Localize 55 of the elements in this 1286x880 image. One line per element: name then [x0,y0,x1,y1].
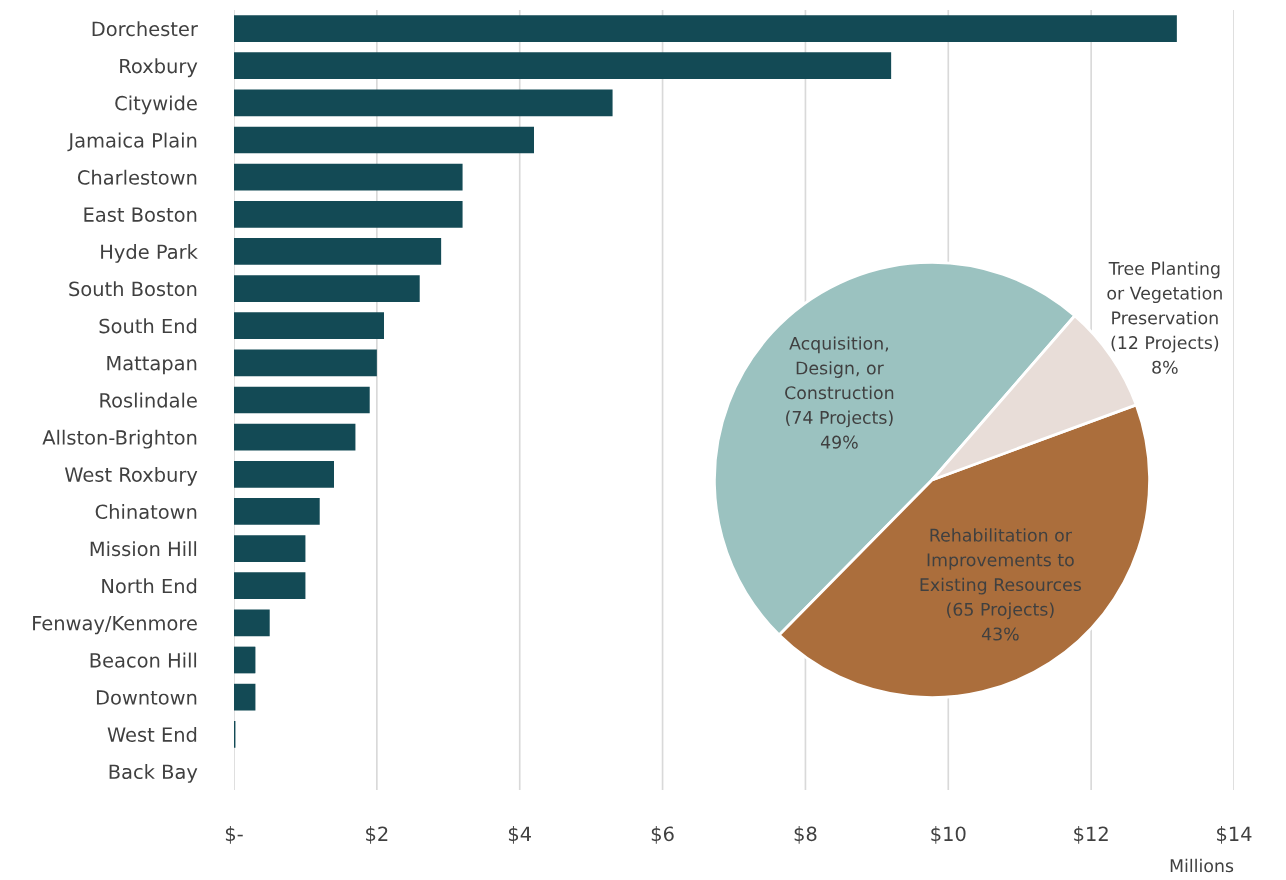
bar [234,275,420,302]
y-tick-label: Fenway/Kenmore [33,616,197,635]
bar [234,683,256,711]
data-label: 43% [981,627,1019,641]
bar [234,15,1177,42]
y-tick-label: Dorchester [92,21,198,37]
slice-label: Rehabilitation or Improvements to Existing Resources (65 Projects) [920,528,1081,620]
bar [234,386,370,414]
x-tick-label: $8 [794,826,817,844]
x-tick-label: $- [225,826,243,844]
bar [234,349,377,377]
bar [234,126,534,154]
data-label: 49% [820,435,858,449]
y-tick-label: West End [107,726,197,742]
data-label: 8% [1152,360,1178,374]
y-tick-label: West Roxbury [64,466,198,486]
bar [234,609,270,637]
y-tick-label: Charlestown [77,169,197,185]
x-axis-title: Millions [1170,858,1234,873]
bar [234,646,256,674]
y-tick-label: Roxbury [120,58,198,78]
slice-label: Tree Planting or Vegetation Preservation (12 Projects) [1107,261,1222,353]
y-tick-label: Beacon Hill [90,652,197,668]
y-tick-label: Mattapan [107,356,197,375]
y-tick-label: Allston-Brighton [42,429,197,449]
bar [234,163,463,191]
x-tick-label: $6 [651,826,674,844]
y-tick-label: Jamaica Plain [67,132,197,152]
y-tick-label: Mission Hill [90,541,197,557]
bar [234,535,306,562]
bar [234,498,320,525]
x-tick-label: $14 [1217,826,1252,844]
y-tick-label: Back Bay [109,764,198,783]
x-tick-label: $4 [508,826,531,844]
y-tick-label: South End [99,318,197,334]
bar [234,572,306,600]
bar [234,52,892,80]
y-tick-label: Roslindale [100,392,197,408]
y-tick-label: South Boston [69,281,197,297]
y-tick-label: Hyde Park [101,244,198,263]
y-tick-label: Citywide [115,95,197,115]
bar [234,423,356,451]
bar [234,89,613,117]
x-tick-label: $10 [931,826,966,844]
y-tick-label: Chinatown [95,504,197,520]
y-tick-label: East Boston [84,207,197,222]
y-tick-label: North End [102,578,197,594]
slice-label: Acquisition, Design, or Construction (74 Projects) [785,336,894,428]
bar [234,312,384,340]
bar [234,200,463,228]
x-tick-label: $2 [366,826,388,844]
x-tick-label: $12 [1074,826,1108,844]
bar [234,460,334,488]
y-tick-label: Downtown [96,690,197,705]
bar [234,238,442,265]
